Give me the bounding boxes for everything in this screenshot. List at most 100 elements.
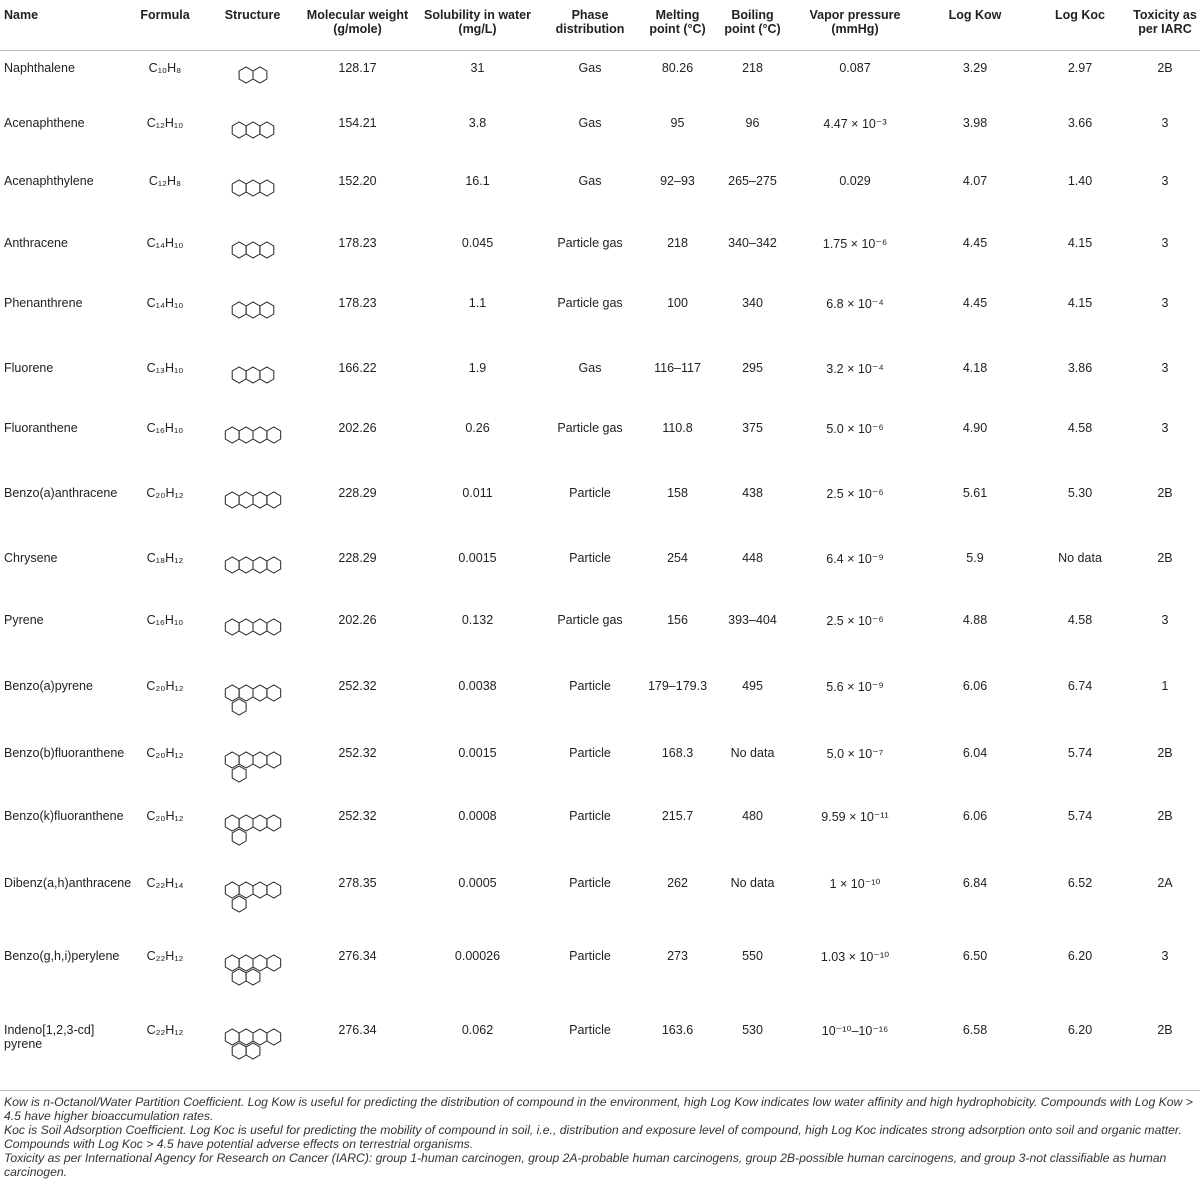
table-cell: 6.06 xyxy=(962,678,988,693)
ring xyxy=(245,178,260,197)
table-cell: Chrysene xyxy=(4,550,58,565)
note: Toxicity as per International Agency for… xyxy=(4,1151,1167,1179)
table-cell: C₂₂H₁₂ xyxy=(146,948,184,963)
ring xyxy=(231,120,247,139)
table-cell: 178.23 xyxy=(338,235,377,250)
table-cell: 100 xyxy=(667,295,688,310)
table-row: Acenaphthylene C₁₂H₈ 152.20 16.1 Gas 92–93 265… xyxy=(0,164,1200,226)
table-cell: 4.15 xyxy=(1067,235,1093,250)
structure-drawing xyxy=(231,365,274,384)
table-cell: C₁₂H₁₀ xyxy=(146,115,184,130)
table-cell: 3 xyxy=(1161,612,1169,627)
structure-drawing xyxy=(224,880,281,913)
table-cell: 1.9 xyxy=(468,360,487,375)
table-cell: C₂₂H₁₂ xyxy=(125,1012,205,1091)
table-row: Fluoranthene C₁₆H₁₀ 202.26 0.26 Particle gas… xyxy=(0,411,1200,476)
table-cell: 5.0 × 10⁻⁶ xyxy=(826,421,884,436)
table-cell: 0.0015 xyxy=(458,550,497,565)
table-cell: 6.06 xyxy=(962,808,988,823)
structure-cell xyxy=(205,164,300,226)
header-cell: Log Koc xyxy=(1030,0,1130,51)
ring xyxy=(231,827,247,846)
table-cell: 5.9 xyxy=(966,550,984,565)
structure-cell xyxy=(205,51,300,106)
ring xyxy=(245,300,260,319)
table-cell: 340–342 xyxy=(728,235,777,250)
table-cell: Particle xyxy=(540,1012,640,1091)
table-row: Chrysene C₁₈H₁₂ 228.29 0.0015 Particle 254 448… xyxy=(0,541,1200,603)
table-cell: C₁₄H₁₀ xyxy=(146,235,184,250)
table-cell: 252.32 xyxy=(338,678,377,693)
ring xyxy=(238,750,253,769)
table-cell: 3 xyxy=(1161,948,1169,963)
structure-cell xyxy=(205,411,300,476)
table-cell: 254 xyxy=(667,550,688,565)
table-cell: 0.045 xyxy=(461,235,494,250)
table-cell: 4.58 xyxy=(1067,420,1093,435)
ring xyxy=(245,240,260,259)
ring xyxy=(245,365,260,384)
table-cell: Gas xyxy=(578,115,602,130)
table-cell: 1 xyxy=(1161,678,1169,693)
table-cell: 4.58 xyxy=(1067,612,1093,627)
table-cell: 495 xyxy=(742,678,763,693)
table-cell: 4.15 xyxy=(1067,295,1093,310)
header-cell: Molecular weight (g/mole) xyxy=(300,0,415,51)
table-cell: 295 xyxy=(742,360,763,375)
structure-cell xyxy=(205,351,300,411)
table-cell: Benzo(b)fluoranthene xyxy=(4,745,125,760)
table-cell: 3 xyxy=(1161,235,1169,250)
structure-cell xyxy=(205,669,300,736)
table-cell: 2B xyxy=(1157,550,1173,565)
table-cell: 530 xyxy=(715,1012,790,1091)
structure-cell xyxy=(205,736,300,799)
table-cell: 6.20 xyxy=(1030,1012,1130,1091)
table-cell: C₁₃H₁₀ xyxy=(146,360,184,375)
table-cell: 262 xyxy=(667,875,688,890)
ring xyxy=(258,178,274,197)
ring xyxy=(252,425,267,444)
structure-cell xyxy=(205,106,300,164)
ring xyxy=(238,425,253,444)
table-cell: 480 xyxy=(742,808,763,823)
table-cell: 252.32 xyxy=(338,745,377,760)
ring xyxy=(238,555,253,574)
ring xyxy=(265,1027,281,1046)
table-cell: Particle xyxy=(569,485,611,500)
table-cell: 1 × 10⁻¹⁰ xyxy=(829,876,881,891)
table-cell: 0.26 xyxy=(465,420,490,435)
ring xyxy=(224,750,240,769)
table-cell: C₂₂H₁₄ xyxy=(146,875,184,890)
ring xyxy=(238,617,253,636)
table-cell: 96 xyxy=(745,115,760,130)
header-cell: Boiling point (°C) xyxy=(715,0,790,51)
note: Kow is n-Octanol/Water Partition Coeffic… xyxy=(4,1095,1193,1123)
structure-cell xyxy=(205,866,300,939)
ring xyxy=(252,683,267,702)
header-cell: Log Kow xyxy=(920,0,1030,51)
table-cell: 3.86 xyxy=(1067,360,1093,375)
table-cell: 0.029 xyxy=(839,173,871,188)
table-cell: Benzo(k)fluoranthene xyxy=(4,808,124,823)
table-cell: 228.29 xyxy=(338,550,377,565)
table-row: Acenaphthene C₁₂H₁₀ 154.21 3.8 Gas 95 96 4.47 ×… xyxy=(0,106,1200,164)
table-cell: 0.011 xyxy=(462,485,493,500)
structure-drawing xyxy=(224,555,281,574)
structure-cell xyxy=(205,541,300,603)
ring xyxy=(245,967,260,986)
table-cell: 1.03 × 10⁻¹⁰ xyxy=(820,949,890,964)
table-row: Pyrene C₁₆H₁₀ 202.26 0.132 Particle gas 156 39… xyxy=(0,603,1200,669)
ring xyxy=(265,425,281,444)
table-cell: 3 xyxy=(1161,360,1169,375)
table-cell: 179–179.3 xyxy=(647,678,708,693)
ring xyxy=(231,764,247,783)
table-cell: 265–275 xyxy=(728,173,777,188)
table-cell: 92–93 xyxy=(660,173,695,188)
table-cell: Dibenz(a,h)anthracene xyxy=(4,875,132,890)
table-cell: 158 xyxy=(667,485,688,500)
table-cell: Fluorene xyxy=(4,360,54,375)
table-cell: Particle gas xyxy=(557,235,623,250)
ring xyxy=(265,750,281,769)
ring xyxy=(258,120,274,139)
table-cell: 6.4 × 10⁻⁹ xyxy=(826,551,884,566)
